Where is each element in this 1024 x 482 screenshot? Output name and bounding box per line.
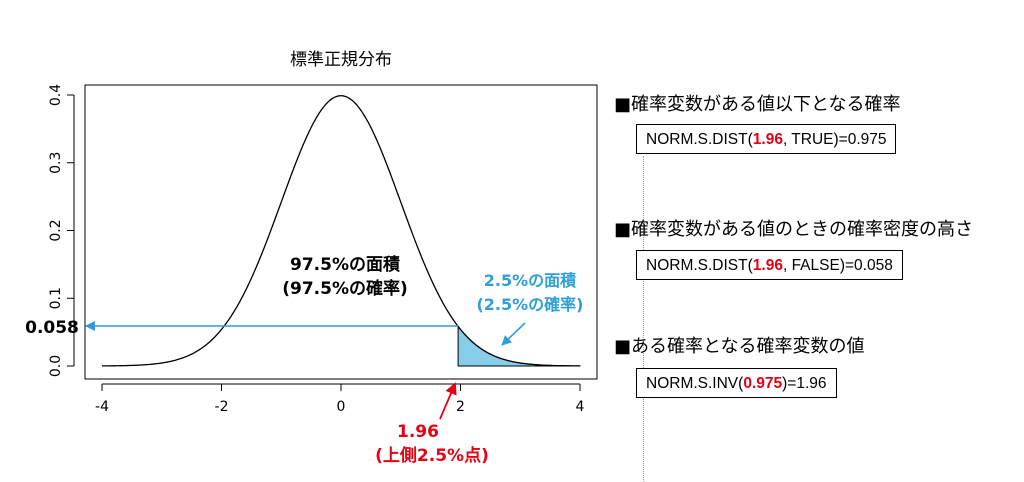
y-tick-label: 0.1 bbox=[48, 287, 64, 309]
left-area-prob-label: (97.5%の確率) bbox=[282, 278, 408, 299]
x-tick-label: -4 bbox=[95, 399, 109, 415]
y-tick-label: 0.4 bbox=[48, 84, 64, 106]
right-area-label: 2.5%の面積 bbox=[484, 271, 577, 290]
upper-tail-shaded-area bbox=[457, 324, 581, 367]
y-tick-label: 0.2 bbox=[48, 219, 64, 241]
critical-value-note: (上側2.5%点) bbox=[375, 445, 489, 466]
x-axis: -4 -2 0 2 4 bbox=[95, 383, 585, 415]
left-area-label: 97.5%の面積 bbox=[290, 254, 401, 275]
plot-frame bbox=[84, 84, 598, 380]
x-tick-label: 4 bbox=[576, 399, 585, 415]
right-area-arrow bbox=[501, 322, 526, 346]
y-tick-label: 0.3 bbox=[48, 152, 64, 174]
density-curve bbox=[101, 95, 581, 367]
right-area-prob-label: (2.5%の確率) bbox=[476, 295, 583, 314]
y-tick-label: 0.0 bbox=[48, 355, 64, 377]
x-tick-label: -2 bbox=[215, 399, 229, 415]
density-value-label: 0.058 bbox=[25, 318, 79, 338]
chart-title: 標準正規分布 bbox=[290, 50, 392, 70]
y-axis: 0.0 0.1 0.2 0.3 0.4 bbox=[48, 84, 75, 377]
x-tick-label: 2 bbox=[456, 399, 465, 415]
critical-value-arrow bbox=[439, 382, 457, 420]
critical-value-label: 1.96 bbox=[397, 422, 439, 442]
x-tick-label: 0 bbox=[337, 399, 346, 415]
